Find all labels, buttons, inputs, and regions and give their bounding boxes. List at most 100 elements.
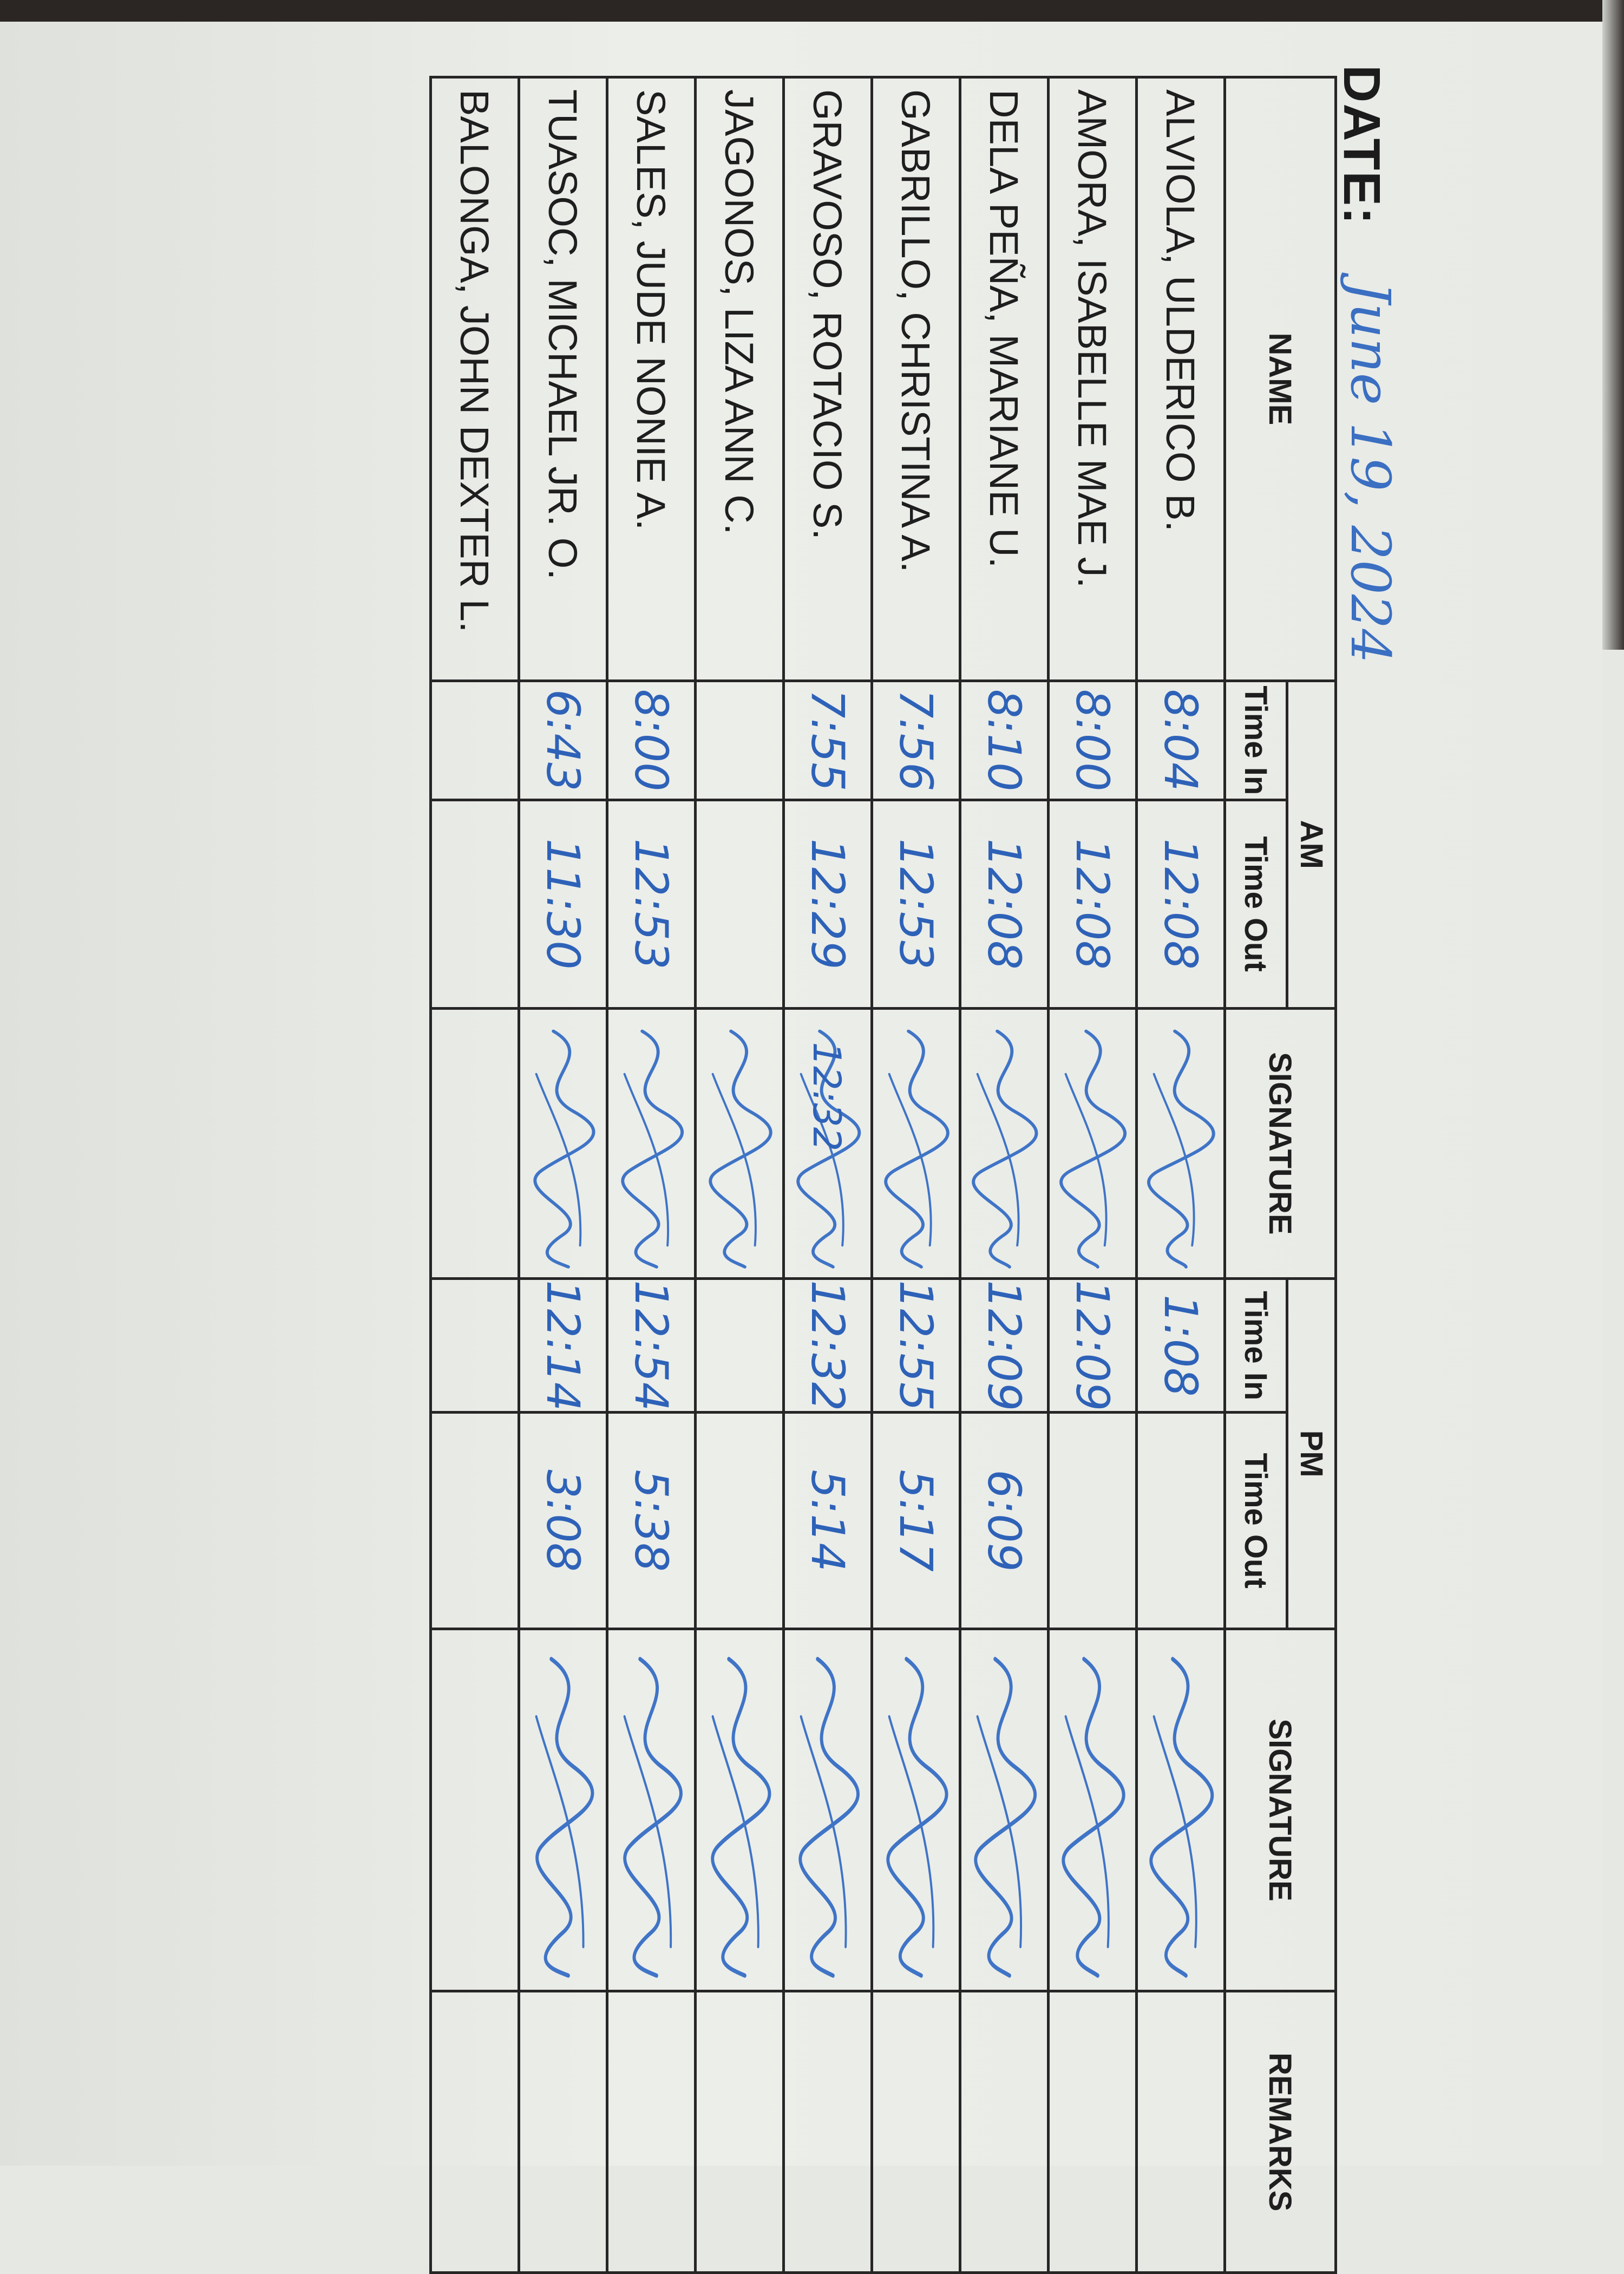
remarks-cell — [1136, 1991, 1225, 2273]
handwritten-signature-icon — [972, 1029, 1038, 1269]
am-signature-cell — [960, 1008, 1049, 1279]
student-name: DELA PEÑA, MARIANE U. — [960, 77, 1049, 681]
column-header-pm: PM — [1287, 1278, 1336, 1629]
attendance-sheet: DATE: June 19, 2024 NAME AM SIGNATURE PM… — [379, 0, 1407, 2274]
am-time-in: 8:00 — [1048, 681, 1137, 800]
handwritten-signature-icon — [1059, 1029, 1127, 1269]
am-time-in: 7:55 — [783, 681, 872, 800]
table-row: GRAVOSO, ROTACIO S. 7:55 12:29 12:32 12:32 5:… — [783, 77, 872, 2273]
student-name: JAGONOS, LIZA ANN C. — [695, 77, 784, 681]
table-row: GABRILLO, CHRISTINA A. 7:56 12:53 12:55 5:17 — [872, 77, 960, 2273]
pm-time-out: 5:38 — [607, 1412, 696, 1629]
pm-time-in: 12:55 — [872, 1278, 960, 1413]
handwritten-signature-icon — [886, 1657, 948, 1978]
background-edge-right — [1602, 0, 1624, 650]
pm-time-out — [1048, 1412, 1137, 1629]
am-signature-cell — [519, 1008, 607, 1279]
student-name: TUASOC, MICHAEL JR. O. — [519, 77, 607, 681]
handwritten-signature-icon — [533, 1029, 595, 1269]
am-time-in — [430, 681, 519, 800]
remarks-cell — [1048, 1991, 1137, 2273]
am-time-out — [430, 800, 519, 1009]
am-time-out: 11:30 — [519, 800, 607, 1009]
handwritten-signature-icon — [623, 1657, 683, 1978]
am-time-out: 12:08 — [1048, 800, 1137, 1009]
pm-time-in: 12:09 — [960, 1278, 1049, 1413]
remarks-cell — [519, 1991, 607, 2273]
remarks-cell — [783, 1991, 872, 2273]
signature-note: 12:32 — [804, 1042, 849, 1152]
am-signature-cell: 12:32 — [783, 1008, 872, 1279]
handwritten-signature-icon — [798, 1657, 860, 1978]
remarks-cell — [872, 1991, 960, 2273]
column-header-name: NAME — [1224, 77, 1336, 681]
am-time-in: 8:10 — [960, 681, 1049, 800]
pm-time-in: 1:08 — [1136, 1278, 1225, 1413]
pm-time-in: 12:54 — [607, 1278, 696, 1413]
date-label: DATE: — [1333, 65, 1391, 226]
pm-signature-cell — [1136, 1629, 1225, 1991]
am-time-out — [695, 800, 784, 1009]
handwritten-signature-icon — [621, 1029, 684, 1269]
am-signature-cell — [1048, 1008, 1137, 1279]
am-time-out: 12:53 — [872, 800, 960, 1009]
student-name: GABRILLO, CHRISTINA A. — [872, 77, 960, 681]
table-row: AMORA, ISABELLE MAE J. 8:00 12:08 12:09 — [1048, 77, 1137, 2273]
pm-time-out — [1136, 1412, 1225, 1629]
student-name: ALVIOLA, ULDERICO B. — [1136, 77, 1225, 681]
pm-time-in: 12:14 — [519, 1278, 607, 1413]
am-time-in — [695, 681, 784, 800]
column-header-remarks: REMARKS — [1224, 1991, 1336, 2273]
am-signature-cell — [1136, 1008, 1225, 1279]
am-signature-cell — [872, 1008, 960, 1279]
remarks-cell — [960, 1991, 1049, 2273]
am-signature-cell — [607, 1008, 696, 1279]
student-name: SALES, JUDE NONIE A. — [607, 77, 696, 681]
remarks-cell — [607, 1991, 696, 2273]
pm-time-out: 5:17 — [872, 1412, 960, 1629]
pm-signature-cell — [783, 1629, 872, 1991]
pm-time-out — [430, 1412, 519, 1629]
handwritten-signature-icon — [535, 1657, 594, 1978]
remarks-cell — [695, 1991, 784, 2273]
pm-time-in: 12:09 — [1048, 1278, 1137, 1413]
background-edge — [0, 0, 1624, 22]
am-time-in: 7:56 — [872, 681, 960, 800]
column-header-am-signature: SIGNATURE — [1224, 1008, 1336, 1279]
pm-time-out — [695, 1412, 784, 1629]
attendance-rows: ALVIOLA, ULDERICO B. 8:04 12:08 1:08 AMORA, … — [430, 77, 1225, 2273]
student-name: BALONGA, JOHN DEXTER L. — [430, 77, 519, 681]
handwritten-signature-icon — [1149, 1657, 1214, 1978]
date-value-handwritten: June 19, 2024 — [1339, 282, 1402, 664]
pm-signature-cell — [960, 1629, 1049, 1991]
column-header-am-time-out: Time Out — [1224, 800, 1287, 1009]
table-row: SALES, JUDE NONIE A. 8:00 12:53 12:54 5:38 — [607, 77, 696, 2273]
handwritten-signature-icon — [974, 1657, 1037, 1978]
column-header-am-time-in: Time In — [1224, 681, 1287, 800]
pm-time-in — [430, 1278, 519, 1413]
column-header-pm-signature: SIGNATURE — [1224, 1629, 1336, 1991]
column-header-am: AM — [1287, 681, 1336, 1009]
pm-signature-cell — [872, 1629, 960, 1991]
remarks-cell — [430, 1991, 519, 2273]
pm-signature-cell — [695, 1629, 784, 1991]
pm-signature-cell — [1048, 1629, 1137, 1991]
handwritten-signature-icon — [1062, 1657, 1125, 1978]
pm-time-in: 12:32 — [783, 1278, 872, 1413]
table-row: BALONGA, JOHN DEXTER L. — [430, 77, 519, 2273]
student-name: GRAVOSO, ROTACIO S. — [783, 77, 872, 681]
am-time-in: 8:00 — [607, 681, 696, 800]
column-header-pm-time-out: Time Out — [1224, 1412, 1287, 1629]
student-name: AMORA, ISABELLE MAE J. — [1048, 77, 1137, 681]
am-time-out: 12:08 — [960, 800, 1049, 1009]
pm-signature-cell — [430, 1629, 519, 1991]
am-time-in: 8:04 — [1136, 681, 1225, 800]
handwritten-signature-icon — [709, 1029, 772, 1269]
am-signature-cell — [430, 1008, 519, 1279]
pm-time-in — [695, 1278, 784, 1413]
attendance-sheet-paper — [0, 22, 1602, 2166]
pm-time-out: 5:14 — [783, 1412, 872, 1629]
pm-time-out: 6:09 — [960, 1412, 1049, 1629]
handwritten-signature-icon — [711, 1657, 771, 1978]
am-time-out: 12:29 — [783, 800, 872, 1009]
